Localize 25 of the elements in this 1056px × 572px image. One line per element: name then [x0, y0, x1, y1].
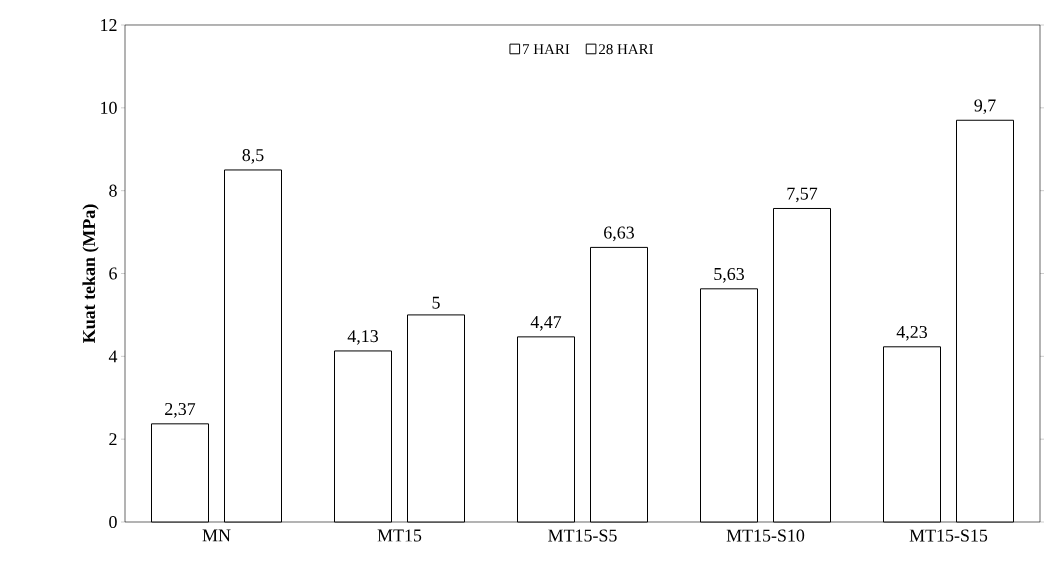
y-axis-title: Kuat tekan (MPa): [82, 204, 99, 343]
y-tick-label: 8: [109, 184, 117, 197]
y-tick-label: 0: [109, 515, 117, 529]
data-label: 6,63: [604, 226, 634, 242]
x-tick-label: MT15-S5: [548, 529, 617, 542]
y-tick-label: 10: [101, 101, 117, 114]
data-label: 2,37: [165, 403, 196, 418]
x-tick-label: MT15-S15: [909, 529, 988, 542]
y-tick-label: 12: [101, 19, 117, 31]
data-label: 4,47: [530, 316, 562, 331]
data-label: 7,57: [787, 187, 818, 203]
data-label: 4,13: [347, 330, 378, 345]
legend-label: 28 HARI: [599, 44, 654, 55]
y-tick-label: 4: [108, 350, 118, 363]
data-label: 4,23: [896, 325, 927, 341]
x-tick-label: MN: [202, 529, 231, 542]
data-label: 5: [432, 296, 440, 309]
legend-label: 7 HARI: [523, 44, 570, 54]
data-label: 5,63: [714, 267, 744, 283]
x-tick-label: MT15-S10: [726, 529, 805, 542]
x-tick-label: MT15: [377, 529, 422, 542]
data-label: 9,7: [974, 99, 996, 115]
y-tick-label: 2: [109, 433, 117, 446]
y-tick-label: 6: [109, 267, 117, 280]
data-label: 8,5: [242, 149, 264, 164]
